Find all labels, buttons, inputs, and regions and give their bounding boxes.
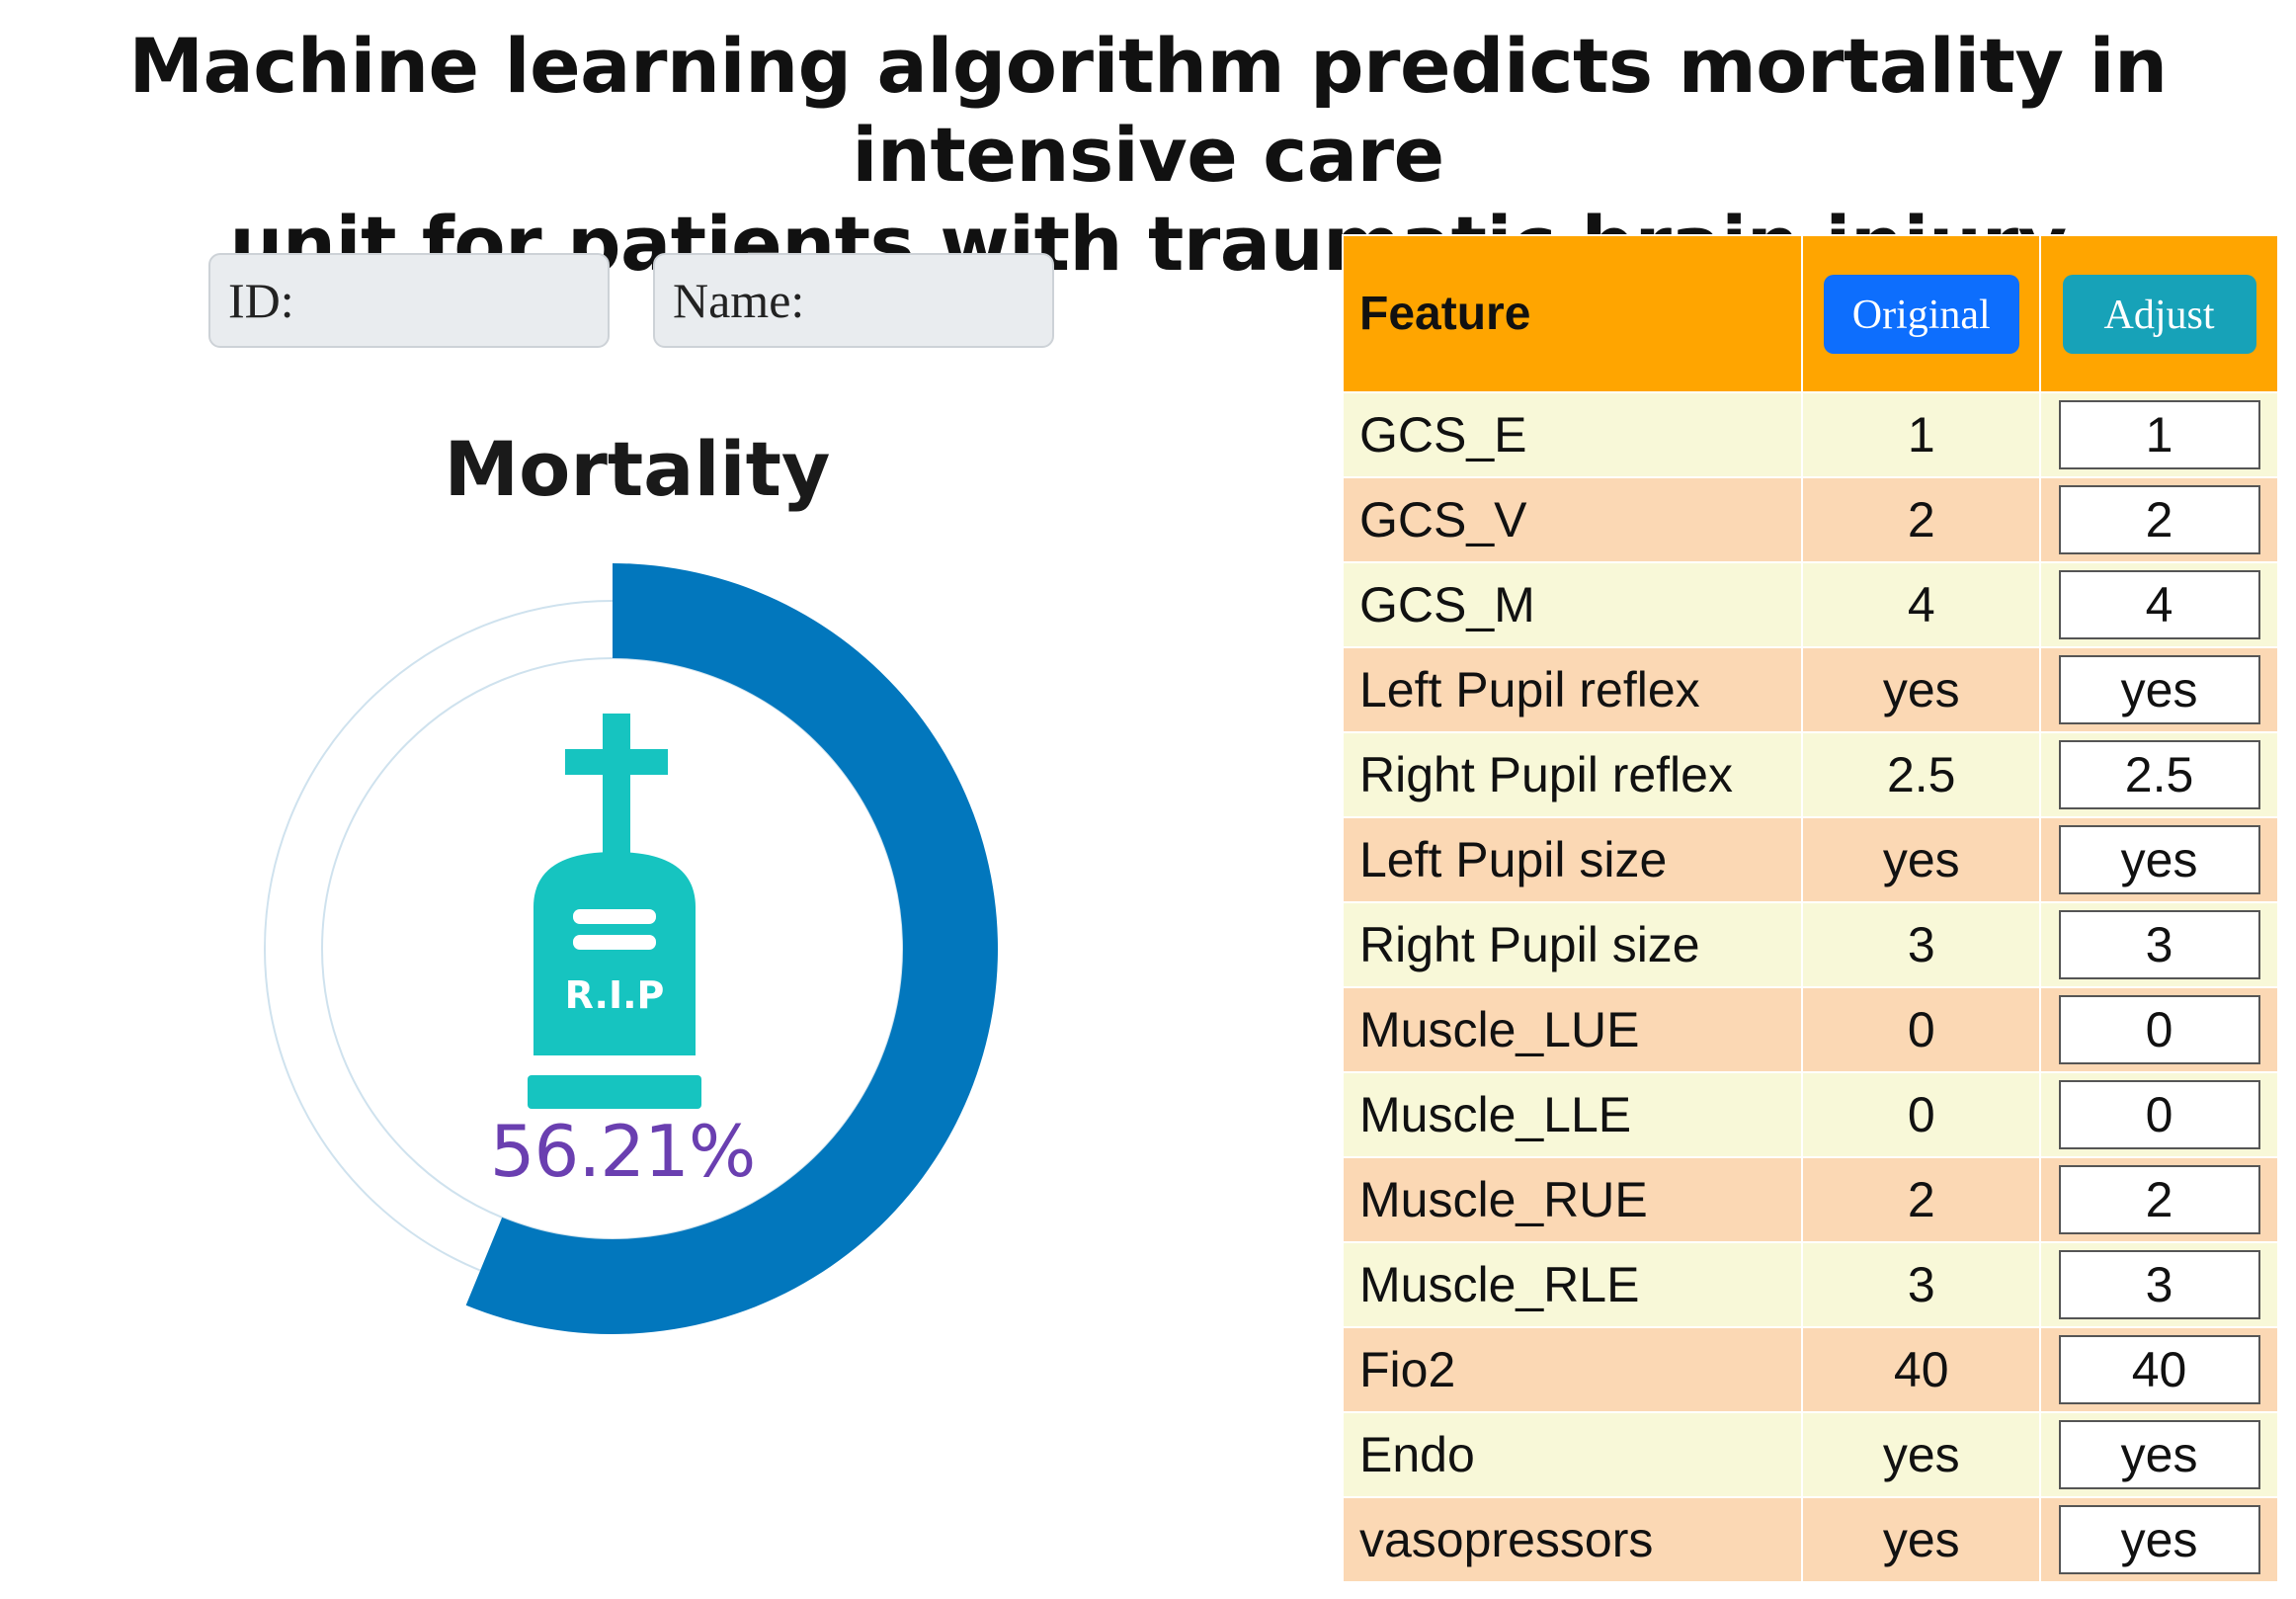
original-value-cell: 4 [1801, 561, 2042, 648]
mortality-gauge: R.I.P [264, 563, 998, 1334]
adjust-value-cell [2039, 1071, 2279, 1158]
original-value-cell: 3 [1801, 1241, 2042, 1328]
adjust-value-cell [2039, 1496, 2279, 1583]
original-value-cell: yes [1801, 1496, 2042, 1583]
table-row: Left Pupil reflex yes [1341, 646, 2279, 733]
adjust-value-cell [2039, 391, 2279, 478]
adjust-value-input[interactable] [2058, 400, 2260, 469]
feature-name-cell: Right Pupil reflex [1341, 731, 1804, 818]
feature-name-cell: Muscle_RUE [1341, 1156, 1804, 1243]
adjust-value-input[interactable] [2058, 1080, 2260, 1149]
adjust-value-input[interactable] [2058, 740, 2260, 809]
original-value-cell: 2.5 [1801, 731, 2042, 818]
adjust-value-input[interactable] [2058, 910, 2260, 979]
original-value-cell: 1 [1801, 391, 2042, 478]
feature-name-cell: Right Pupil size [1341, 901, 1804, 988]
feature-name-cell: GCS_M [1341, 561, 1804, 648]
adjust-value-input[interactable] [2058, 655, 2260, 724]
feature-column-header: Feature [1341, 234, 1804, 393]
table-row: Muscle_LLE 0 [1341, 1071, 2279, 1158]
adjust-value-cell [2039, 986, 2279, 1073]
adjust-column-header: Adjust [2039, 234, 2279, 393]
tombstone-label: R.I.P [565, 973, 665, 1017]
original-value-cell: yes [1801, 1411, 2042, 1498]
adjust-value-input[interactable] [2058, 825, 2260, 894]
feature-name-cell: Muscle_LLE [1341, 1071, 1804, 1158]
patient-name-label: Name: [673, 273, 805, 328]
adjust-value-cell [2039, 731, 2279, 818]
feature-name-cell: Muscle_LUE [1341, 986, 1804, 1073]
patient-name-field[interactable]: Name: [653, 253, 1054, 348]
adjust-value-cell [2039, 561, 2279, 648]
feature-table: Feature Original Adjust GCS_E1GCS_V2GCS_… [1341, 234, 2279, 1583]
adjust-value-input[interactable] [2058, 1335, 2260, 1404]
table-header-row: Feature Original Adjust [1341, 234, 2279, 393]
adjust-value-cell [2039, 1411, 2279, 1498]
original-column-header: Original [1801, 234, 2042, 393]
adjust-value-input[interactable] [2058, 1165, 2260, 1234]
adjust-value-cell [2039, 1241, 2279, 1328]
table-row: Muscle_RLE 3 [1341, 1241, 2279, 1328]
adjust-value-cell [2039, 901, 2279, 988]
original-value-cell: 0 [1801, 1071, 2042, 1158]
adjust-value-input[interactable] [2058, 570, 2260, 639]
original-value-cell: yes [1801, 816, 2042, 903]
table-row: Left Pupil size yes [1341, 816, 2279, 903]
original-button[interactable]: Original [1823, 274, 2019, 354]
feature-name-cell: vasopressors [1341, 1496, 1804, 1583]
adjust-value-input[interactable] [2058, 1505, 2260, 1574]
table-row: Right Pupil reflex 2.5 [1341, 731, 2279, 818]
feature-name-cell: Endo [1341, 1411, 1804, 1498]
original-value-cell: yes [1801, 646, 2042, 733]
table-row: Endo yes [1341, 1411, 2279, 1498]
feature-name-cell: Muscle_RLE [1341, 1241, 1804, 1328]
adjust-value-input[interactable] [2058, 485, 2260, 554]
table-row: GCS_V 2 [1341, 476, 2279, 563]
original-value-cell: 40 [1801, 1326, 2042, 1413]
adjust-value-cell [2039, 476, 2279, 563]
table-row: GCS_E 1 [1341, 391, 2279, 478]
mortality-heading: Mortality [444, 425, 831, 513]
table-row: Right Pupil size 3 [1341, 901, 2279, 988]
table-body: GCS_E1GCS_V2GCS_M4Left Pupil reflexyesRi… [1341, 391, 2279, 1583]
feature-name-cell: GCS_E [1341, 391, 1804, 478]
table-row: GCS_M 4 [1341, 561, 2279, 648]
tombstone-icon: R.I.P [528, 714, 701, 1109]
table-row: Fio2 40 [1341, 1326, 2279, 1413]
adjust-value-cell [2039, 1326, 2279, 1413]
feature-name-cell: Left Pupil reflex [1341, 646, 1804, 733]
adjust-value-input[interactable] [2058, 995, 2260, 1064]
adjust-value-cell [2039, 816, 2279, 903]
mortality-progress-arc [465, 563, 998, 1334]
original-value-cell: 2 [1801, 476, 2042, 563]
patient-id-field[interactable]: ID: [208, 253, 610, 348]
mortality-percent: 56.21% [489, 1110, 757, 1193]
page-title-line-1: Machine learning algorithm predicts mort… [128, 22, 2168, 199]
table-row: Muscle_LUE 0 [1341, 986, 2279, 1073]
feature-name-cell: GCS_V [1341, 476, 1804, 563]
feature-name-cell: Fio2 [1341, 1326, 1804, 1413]
patient-id-label: ID: [228, 273, 294, 328]
original-value-cell: 0 [1801, 986, 2042, 1073]
original-value-cell: 3 [1801, 901, 2042, 988]
adjust-value-cell [2039, 1156, 2279, 1243]
adjust-button[interactable]: Adjust [2062, 274, 2256, 354]
table-row: Muscle_RUE 2 [1341, 1156, 2279, 1243]
table-row: vasopressors yes [1341, 1496, 2279, 1583]
adjust-value-cell [2039, 646, 2279, 733]
original-value-cell: 2 [1801, 1156, 2042, 1243]
adjust-value-input[interactable] [2058, 1250, 2260, 1319]
adjust-value-input[interactable] [2058, 1420, 2260, 1489]
feature-name-cell: Left Pupil size [1341, 816, 1804, 903]
